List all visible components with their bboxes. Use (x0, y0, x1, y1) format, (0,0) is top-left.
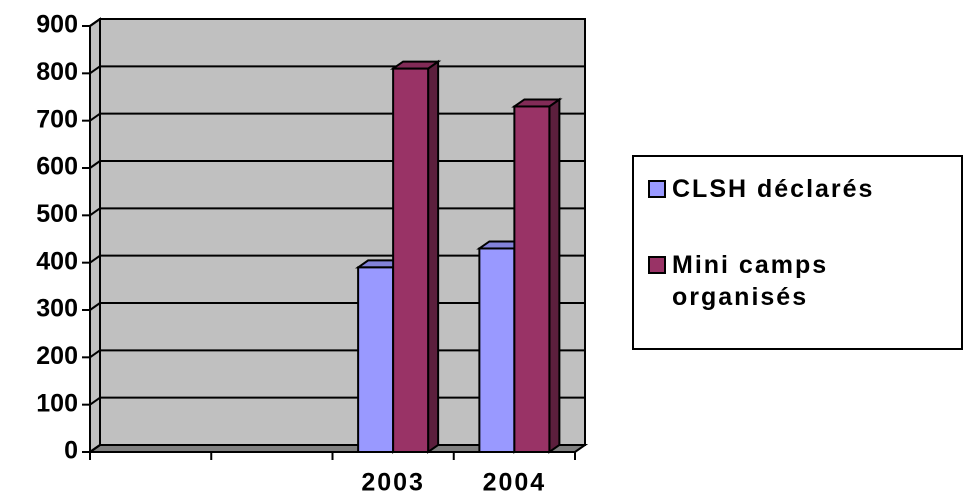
y-tick-label: 0 (64, 437, 78, 465)
side-wall (89, 17, 101, 454)
y-tick-label: 200 (36, 342, 78, 370)
x-tick-label: 2004 (483, 469, 547, 497)
bar-side (548, 97, 561, 454)
grid-line-side (89, 207, 101, 217)
y-tick-label: 700 (36, 105, 78, 133)
bar (513, 105, 551, 453)
y-tick-label: 100 (36, 389, 78, 417)
grid-line-side (89, 160, 101, 169)
bar-side (427, 59, 440, 454)
y-tick-label: 600 (36, 153, 78, 181)
legend-label: Mini camps organisés (672, 251, 829, 311)
bar (357, 266, 395, 453)
bar (392, 67, 430, 453)
grid-line-side (89, 444, 101, 453)
legend-label: CLSH déclarés (672, 175, 875, 203)
x-tick-label: 2003 (361, 469, 425, 497)
grid-line-side (89, 18, 101, 27)
grid-line-side (89, 349, 101, 359)
legend-swatch (648, 180, 666, 198)
grid-line-side (89, 302, 101, 311)
bar (478, 247, 516, 453)
y-tick-label: 500 (36, 200, 78, 228)
y-tick-label: 900 (36, 11, 78, 39)
y-tick-label: 400 (36, 247, 78, 275)
grid-line-side (89, 396, 101, 406)
y-tick-label: 300 (36, 295, 78, 323)
legend-swatch (648, 256, 666, 274)
y-tick-label: 800 (36, 58, 78, 86)
grid-line-side (89, 65, 101, 75)
grid-line-side (89, 254, 101, 264)
legend: CLSH déclarés Mini camps organisés (632, 155, 963, 350)
grid-line-side (89, 112, 101, 122)
